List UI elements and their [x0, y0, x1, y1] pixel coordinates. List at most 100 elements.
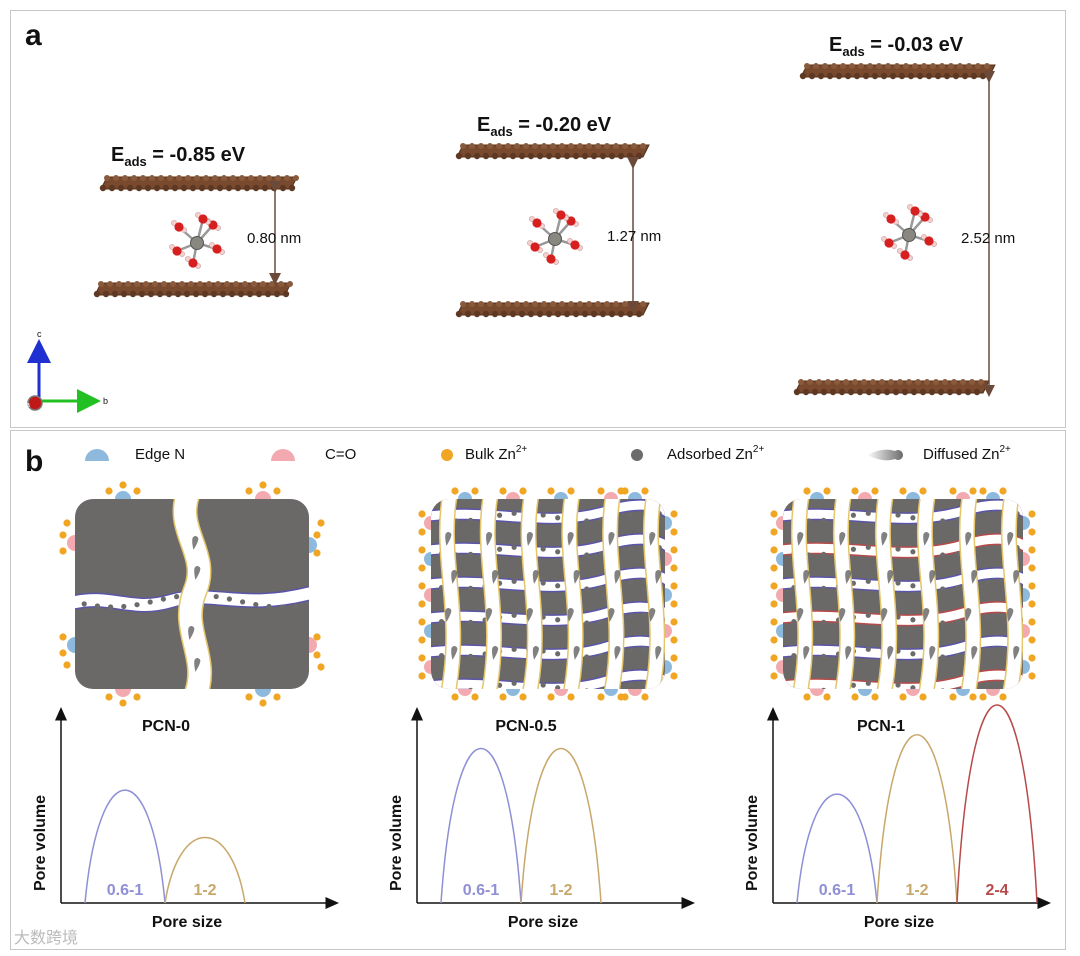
- legend-diffused-zn: Diffused Zn2+: [867, 444, 1011, 463]
- bulk-zn-ion: [418, 510, 426, 518]
- bulk-zn-ion: [59, 547, 67, 555]
- distance-label-1: 0.80 nm: [247, 230, 301, 247]
- bulk-zn-ion: [770, 636, 778, 644]
- bulk-zn-ion: [641, 693, 649, 701]
- bulk-zn-ion: [670, 582, 678, 590]
- bulk-zn-ion: [259, 481, 267, 489]
- bulk-zn-ion: [105, 487, 113, 495]
- energy-label-2: Eads = -0.20 eV: [477, 114, 612, 139]
- bulk-zn-ion: [1028, 528, 1036, 536]
- bulk-zn-ion: [969, 693, 977, 701]
- axis-a-dot: [27, 395, 43, 411]
- bulk-zn-ion: [259, 699, 267, 707]
- legend-c-o-label: C=O: [325, 446, 356, 463]
- bulk-zn-ion: [567, 487, 575, 495]
- pore-peak-curve: [956, 704, 1038, 904]
- bulk-zn-ion: [969, 487, 977, 495]
- pore-peak-label: 1-2: [905, 882, 928, 899]
- bulk-zn-ion: [670, 636, 678, 644]
- bulk-zn-ion: [1028, 636, 1036, 644]
- bulk-zn-ion: [418, 564, 426, 572]
- distance-label-3: 2.52 nm: [961, 230, 1015, 247]
- bulk-zn-ion: [471, 693, 479, 701]
- bulk-zn-ion: [418, 546, 426, 554]
- x-axis-label: Pore size: [864, 914, 934, 931]
- bulk-zn-ion: [919, 693, 927, 701]
- bulk-zn-ion: [1028, 564, 1036, 572]
- bulk-zn-ion: [313, 651, 321, 659]
- bulk-zn-ion: [851, 693, 859, 701]
- edge-n-icon: [85, 449, 109, 461]
- bulk-zn-ion: [1028, 546, 1036, 554]
- bulk-zn-ion: [770, 564, 778, 572]
- bulk-zn-ion: [670, 528, 678, 536]
- pore-size-plot-pcn-0-5: Pore volume Pore size 0.6-1 1-2: [388, 707, 695, 931]
- panel-b-label: b: [25, 445, 44, 478]
- bulk-zn-ion: [899, 693, 907, 701]
- bulk-zn-ion: [670, 564, 678, 572]
- bulk-zn-ion: [119, 699, 127, 707]
- bulk-zn-ion: [670, 654, 678, 662]
- bulk-zn-ion: [273, 693, 281, 701]
- legend-edge-n-label: Edge N: [135, 446, 185, 463]
- panel-a-label: a: [25, 19, 42, 52]
- sheet-3-bottom: [793, 379, 990, 396]
- bulk-zn-ion: [418, 600, 426, 608]
- bulk-zn-ion: [313, 549, 321, 557]
- bulk-zn-ion: [770, 546, 778, 554]
- bulk-zn-ion: [63, 661, 71, 669]
- pore-peak-curve: [796, 793, 878, 904]
- bulk-zn-ion: [1028, 600, 1036, 608]
- bulk-zn-ion: [418, 654, 426, 662]
- bulk-zn-icon: [441, 449, 453, 461]
- energy-label-1: Eads = -0.85 eV: [111, 144, 246, 169]
- bulk-zn-ion: [133, 693, 141, 701]
- bulk-zn-ion: [313, 633, 321, 641]
- bulk-zn-ion: [871, 693, 879, 701]
- pore-peak-curve: [84, 789, 166, 904]
- sheet-1-top: [99, 175, 299, 192]
- adsorption-configurations: Eads = -0.85 eV Eads = -0.20 eV Eads = -…: [26, 34, 1015, 413]
- energy-label-3: Eads = -0.03 eV: [829, 34, 964, 59]
- adsorbed-zn-icon: [631, 449, 643, 461]
- bulk-zn-ion: [871, 487, 879, 495]
- legend-c-o: C=O: [271, 446, 356, 463]
- bulk-zn-ion: [1028, 510, 1036, 518]
- bulk-zn-ion: [670, 510, 678, 518]
- bulk-zn-ion: [823, 487, 831, 495]
- bulk-zn-ion: [317, 519, 325, 527]
- sample-label-pcn-0-5: PCN-0.5: [495, 718, 556, 735]
- legend: Edge N C=O Bulk Zn2+ Adsorbed Zn2+ Diffu…: [85, 444, 1011, 463]
- bulk-zn-ion: [979, 487, 987, 495]
- bulk-zn-ion: [803, 487, 811, 495]
- bulk-zn-ion: [451, 487, 459, 495]
- diffused-zn-icon: [867, 449, 904, 461]
- pore-peak-label: 0.6-1: [107, 882, 144, 899]
- bulk-zn-ion: [567, 693, 575, 701]
- watermark: 大数跨境: [14, 930, 79, 947]
- bulk-zn-ion: [451, 693, 459, 701]
- legend-bulk-zn: Bulk Zn2+: [441, 444, 527, 463]
- distance-label-2: 1.27 nm: [607, 228, 661, 245]
- pore-size-plot-pcn-0: Pore volume Pore size 0.6-1 1-2: [32, 707, 339, 931]
- bulk-zn-ion: [1028, 582, 1036, 590]
- bulk-zn-ion: [770, 618, 778, 626]
- sheet-2-top: [455, 143, 650, 160]
- bulk-zn-ion: [851, 487, 859, 495]
- bulk-zn-ion: [499, 487, 507, 495]
- axis-triad: c b a: [26, 329, 108, 413]
- bulk-zn-ion: [418, 582, 426, 590]
- bulk-zn-ion: [59, 633, 67, 641]
- bulk-zn-ion: [770, 528, 778, 536]
- carbonyl-icon: [271, 449, 295, 461]
- pore-structure-figure: Edge N C=O Bulk Zn2+ Adsorbed Zn2+ Diffu…: [32, 444, 1051, 931]
- bulk-zn-ion: [1028, 654, 1036, 662]
- bulk-zn-ion: [133, 487, 141, 495]
- bulk-zn-ion: [621, 693, 629, 701]
- sheet-2-bottom: [455, 301, 650, 318]
- bulk-zn-ion: [105, 693, 113, 701]
- bulk-zn-ion: [770, 672, 778, 680]
- sample-label-pcn-1: PCN-1: [857, 718, 905, 735]
- panel-a: a Eads = -0.85 eV Eads = -0.20 eV Eads =…: [10, 10, 1066, 428]
- bulk-zn-ion: [313, 531, 321, 539]
